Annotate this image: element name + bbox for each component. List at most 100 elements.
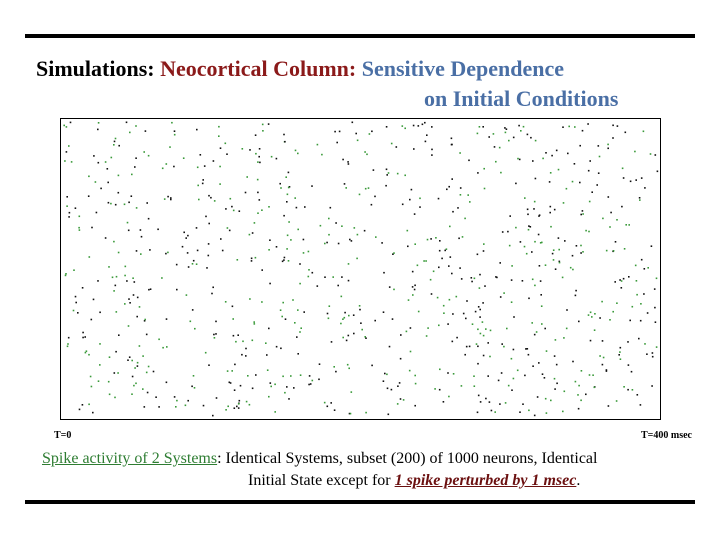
spike-dot bbox=[89, 375, 92, 378]
spike-dot bbox=[522, 125, 525, 128]
spike-dot bbox=[196, 128, 198, 131]
spike-dot bbox=[118, 334, 120, 336]
spike-dot bbox=[184, 404, 187, 407]
spike-dot bbox=[562, 202, 565, 204]
spike-dot bbox=[479, 273, 481, 276]
spike-dot bbox=[616, 302, 618, 304]
spike-dot bbox=[504, 131, 507, 134]
spike-dot bbox=[215, 397, 218, 399]
spike-dot bbox=[236, 259, 239, 261]
spike-dot bbox=[451, 272, 453, 275]
spike-dot bbox=[185, 237, 187, 239]
spike-dot bbox=[90, 385, 93, 388]
spike-dot bbox=[270, 385, 272, 388]
spike-dot bbox=[601, 340, 604, 342]
spike-dot bbox=[615, 400, 618, 402]
spike-dot bbox=[363, 229, 366, 232]
spike-dot bbox=[225, 208, 227, 210]
spike-dot bbox=[525, 348, 527, 350]
spike-dot bbox=[139, 229, 142, 231]
spike-dot bbox=[455, 295, 458, 298]
spike-dot bbox=[580, 399, 582, 402]
spike-dot bbox=[181, 245, 184, 248]
spike-dot bbox=[162, 346, 164, 349]
spike-dot bbox=[231, 205, 233, 208]
spike-dot bbox=[186, 252, 189, 254]
spike-dot bbox=[297, 309, 299, 311]
spike-dot bbox=[347, 161, 349, 163]
spike-dot bbox=[128, 201, 130, 204]
spike-dot bbox=[124, 265, 127, 268]
spike-dot bbox=[558, 248, 560, 251]
spike-dot bbox=[579, 144, 581, 147]
spike-dot bbox=[237, 334, 239, 336]
spike-dot bbox=[525, 252, 528, 255]
spike-dot bbox=[515, 182, 517, 185]
spike-dot bbox=[245, 355, 247, 357]
spike-dot bbox=[279, 309, 282, 311]
spike-dot bbox=[431, 148, 433, 151]
spike-dot bbox=[248, 233, 251, 236]
spike-dot bbox=[386, 373, 388, 376]
spike-dot bbox=[353, 227, 356, 229]
spike-dot bbox=[140, 253, 142, 255]
spike-dot bbox=[471, 280, 473, 283]
spike-dot bbox=[226, 370, 229, 372]
spike-dot bbox=[255, 374, 257, 376]
spike-dot bbox=[175, 263, 178, 266]
spike-dot bbox=[132, 294, 135, 296]
spike-dot bbox=[535, 331, 538, 333]
spike-dot bbox=[336, 141, 338, 144]
spike-dot bbox=[593, 329, 596, 331]
spike-dot bbox=[390, 388, 393, 391]
spike-dot bbox=[607, 143, 609, 146]
spike-dot bbox=[194, 327, 196, 330]
spike-dot bbox=[589, 160, 591, 162]
spike-dot bbox=[505, 128, 508, 130]
spike-dot bbox=[520, 130, 522, 132]
spike-dot bbox=[296, 336, 298, 338]
spike-dot bbox=[374, 195, 376, 198]
spike-dot bbox=[544, 397, 547, 400]
spike-dot bbox=[142, 355, 144, 357]
spike-dot bbox=[411, 270, 414, 273]
spike-dot bbox=[163, 198, 166, 200]
spike-dot bbox=[644, 343, 646, 345]
spike-dot bbox=[324, 276, 326, 278]
time-end-label: T=400 msec bbox=[641, 430, 692, 441]
spike-dot bbox=[234, 363, 236, 366]
spike-dot bbox=[411, 286, 414, 288]
spike-dot bbox=[545, 152, 547, 154]
spike-dot bbox=[93, 155, 95, 157]
spike-dot bbox=[97, 128, 99, 131]
spike-dot bbox=[478, 287, 481, 289]
spike-dot bbox=[287, 186, 290, 189]
spike-dot bbox=[478, 126, 481, 128]
spike-dot bbox=[364, 187, 367, 190]
spike-dot bbox=[383, 271, 385, 274]
spike-dot bbox=[533, 333, 536, 336]
spike-dot bbox=[442, 401, 445, 403]
spike-dot bbox=[358, 305, 361, 307]
spike-dot bbox=[142, 388, 144, 390]
spike-dot bbox=[460, 278, 463, 280]
spike-dot bbox=[356, 139, 359, 142]
spike-dot bbox=[356, 233, 359, 236]
spike-dot bbox=[231, 305, 234, 308]
spike-dot bbox=[275, 246, 278, 248]
spike-dot bbox=[352, 314, 355, 316]
spike-dot bbox=[81, 404, 84, 406]
spike-dot bbox=[300, 327, 302, 329]
spike-dot bbox=[147, 154, 150, 157]
slide-title: Simulations: Neocortical Column: Sensiti… bbox=[36, 54, 676, 114]
spike-dot bbox=[299, 263, 301, 265]
spike-dot bbox=[124, 274, 126, 277]
caption-spike-activity: Spike activity of 2 Systems bbox=[42, 450, 218, 467]
spike-dot bbox=[327, 317, 330, 320]
spike-dot bbox=[237, 403, 240, 405]
spike-dot bbox=[594, 313, 596, 315]
spike-dot bbox=[170, 197, 172, 199]
spike-dot bbox=[647, 267, 649, 269]
spike-dot bbox=[113, 290, 115, 292]
spike-dot bbox=[117, 174, 120, 177]
